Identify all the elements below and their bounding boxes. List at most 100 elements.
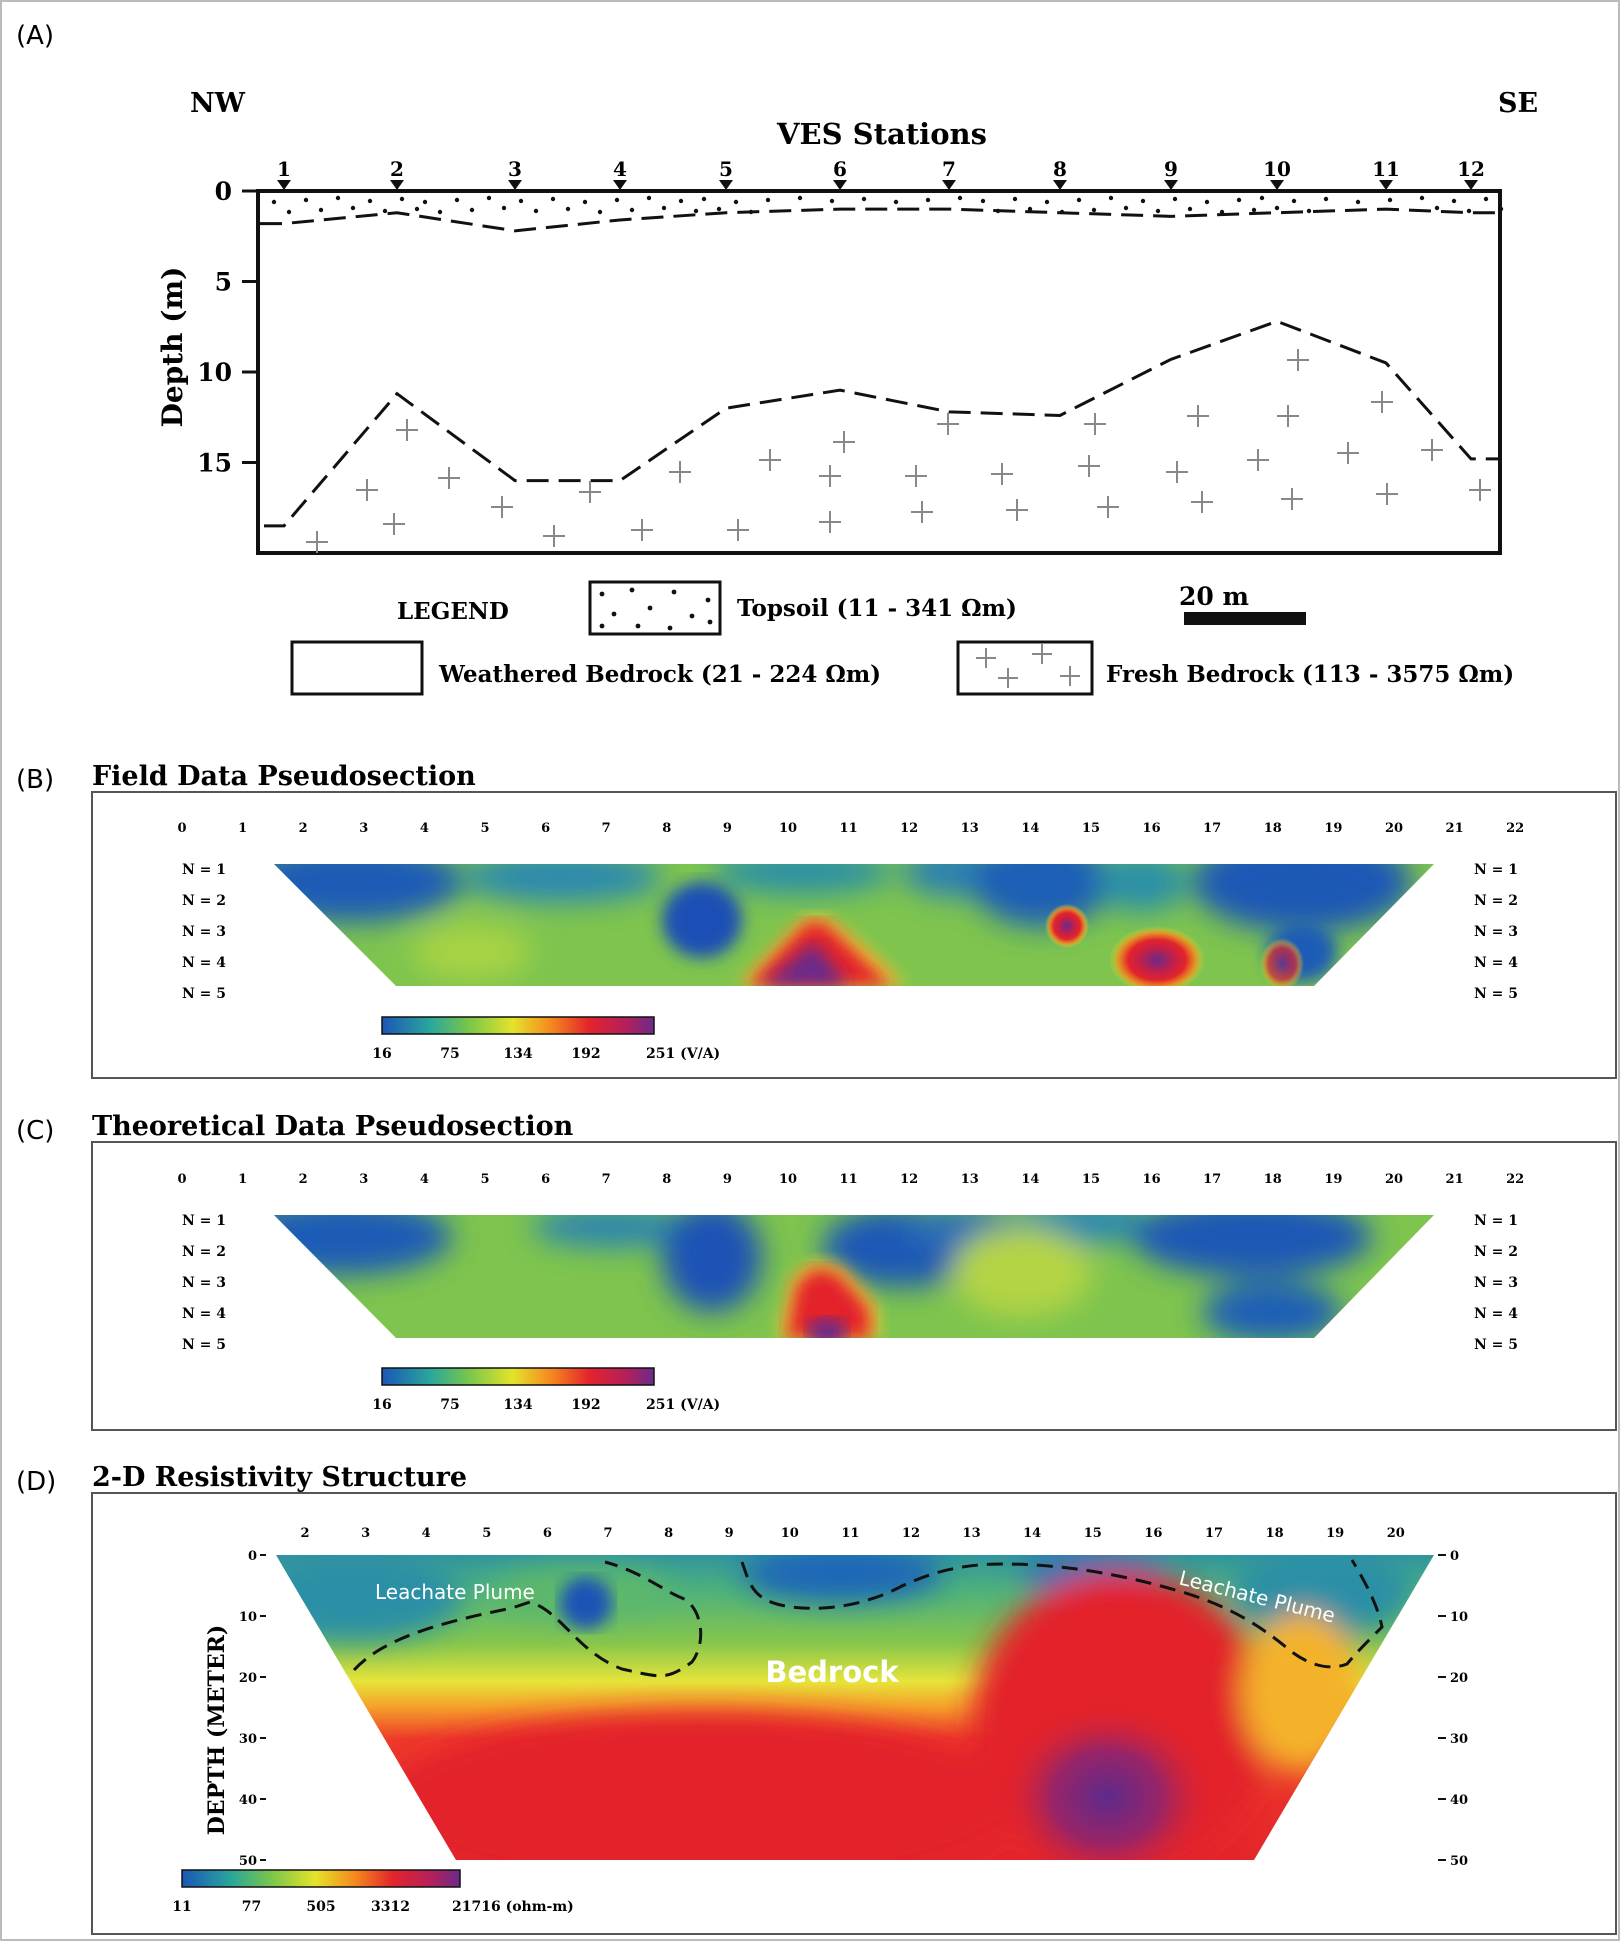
bedrock-cross [543, 525, 565, 547]
level-label-right: N = 2 [1474, 893, 1518, 909]
topsoil-dot [1012, 196, 1018, 202]
legend-heading: LEGEND [397, 598, 509, 625]
x-tick-15: 15 [1082, 1172, 1100, 1187]
topsoil-dot [533, 208, 539, 214]
colorbar-tick: 134 [503, 1397, 532, 1413]
topsoil-dot [271, 199, 277, 205]
x-tick-10: 10 [779, 821, 797, 836]
x-tick-9: 9 [723, 821, 732, 836]
x-tick-4: 4 [420, 1172, 429, 1187]
topsoil-dot [797, 195, 803, 201]
station-label-10: 10 [1263, 157, 1291, 181]
x-tick-6: 6 [541, 1172, 550, 1187]
bedrock-cross [727, 519, 749, 541]
bedrock-cross [833, 431, 855, 453]
bedrock-cross [1084, 413, 1106, 435]
legend-weathered-label: Weathered Bedrock (21 - 224 Ωm) [438, 661, 881, 688]
bedrock-cross [1376, 483, 1398, 505]
level-label-left: N = 1 [182, 1213, 226, 1229]
x-tick-7: 7 [602, 1172, 611, 1187]
station-marker [390, 180, 404, 190]
station-label-1: 1 [277, 157, 291, 181]
station-label-4: 4 [613, 157, 627, 181]
topsoil-dot [1387, 197, 1393, 203]
station-marker [1164, 180, 1178, 190]
bedrock-cross [1469, 479, 1491, 501]
station-label-2: 2 [390, 157, 404, 181]
station-label-5: 5 [719, 157, 733, 181]
d-y-tick-right: 30 [1450, 1732, 1468, 1747]
station-label-6: 6 [833, 157, 847, 181]
topsoil-dot [1451, 198, 1457, 204]
x-tick-12: 12 [900, 1172, 918, 1187]
station-marker [613, 180, 627, 190]
topsoil-dot [1466, 208, 1472, 214]
colorbar-tick: 21716 (ohm-m) [452, 1899, 574, 1915]
station-label-8: 8 [1053, 157, 1067, 181]
colorbar-tick: 3312 [371, 1899, 410, 1915]
x-tick-7: 7 [602, 821, 611, 836]
topsoil-dot [1259, 195, 1265, 201]
topsoil-dot [1204, 199, 1210, 205]
topsoil-dot [582, 199, 588, 205]
d-y-tick-left: 10 [239, 1610, 257, 1625]
bedrock-cross [911, 501, 933, 523]
bedrock-cross [491, 496, 513, 518]
bedrock-cross [1287, 349, 1309, 371]
d-x-tick-5: 5 [482, 1526, 491, 1541]
station-label-11: 11 [1372, 157, 1400, 181]
colorbar-tick: 75 [440, 1046, 459, 1062]
ves-station-markers: 1 2 3 4 5 6 7 8 9 10 11 12 [277, 157, 1485, 190]
colorbar-tick: 505 [306, 1899, 335, 1915]
station-marker [942, 180, 956, 190]
panel-c-label: (C) [16, 1116, 54, 1146]
depth-tick-15: 15 [197, 449, 232, 478]
topsoil-dot [693, 208, 699, 214]
topsoil-dot [765, 197, 771, 203]
level-label-left: N = 3 [182, 1275, 226, 1291]
colorbar-tick: 251 (V/A) [646, 1397, 720, 1413]
d-x-tick-3: 3 [361, 1526, 370, 1541]
level-label-left: N = 5 [182, 986, 226, 1002]
panel-d-x-ticks: 2 3 4 5 6 7 8 9 10 11 12 13 14 15 16 17 18 19 20 [300, 1526, 1404, 1541]
level-label-right: N = 3 [1474, 924, 1518, 940]
level-label-right: N = 2 [1474, 1244, 1518, 1260]
depth-ticks: 0 5 10 15 [197, 177, 258, 478]
legend-fresh-crosses [976, 644, 1080, 688]
topsoil-dot [565, 206, 571, 212]
topsoil-dot [286, 209, 292, 215]
topsoil-dot [437, 209, 443, 215]
bedrock-cross [1006, 499, 1028, 521]
panel-d-heatmap [276, 1555, 1434, 1860]
x-tick-2: 2 [299, 1172, 308, 1187]
panel-c-x-ticks: 0 1 2 3 4 5 6 7 8 9 10 11 12 13 14 15 16 17 18 19 20 21 22 [177, 1172, 1524, 1187]
panel-d-label: (D) [16, 1467, 56, 1497]
bedrock-cross [356, 479, 378, 501]
x-tick-22: 22 [1506, 1172, 1524, 1187]
station-marker [1379, 180, 1393, 190]
x-tick-11: 11 [840, 1172, 858, 1187]
x-tick-12: 12 [900, 821, 918, 836]
topsoil-dot [518, 198, 524, 204]
x-tick-20: 20 [1385, 821, 1403, 836]
d-y-tick-right: 20 [1450, 1671, 1468, 1686]
topsoil-dot [399, 196, 405, 202]
x-tick-16: 16 [1143, 821, 1161, 836]
leachate-boundary-right [740, 1559, 1384, 1669]
topsoil-dot [550, 196, 556, 202]
leachate-plume-label-left: Leachate Plume [375, 1580, 535, 1604]
d-x-tick-19: 19 [1326, 1526, 1344, 1541]
d-y-tick-right: 40 [1450, 1793, 1468, 1808]
topsoil-dot [335, 195, 341, 201]
d-x-tick-17: 17 [1205, 1526, 1223, 1541]
colorbar-tick: 134 [503, 1046, 532, 1062]
legend-topsoil-label: Topsoil (11 - 341 Ωm) [737, 595, 1017, 622]
level-label-right: N = 4 [1474, 955, 1518, 971]
x-tick-8: 8 [662, 1172, 671, 1187]
station-marker [277, 180, 291, 190]
x-tick-2: 2 [299, 821, 308, 836]
x-tick-5: 5 [480, 821, 489, 836]
direction-se: SE [1498, 88, 1538, 119]
